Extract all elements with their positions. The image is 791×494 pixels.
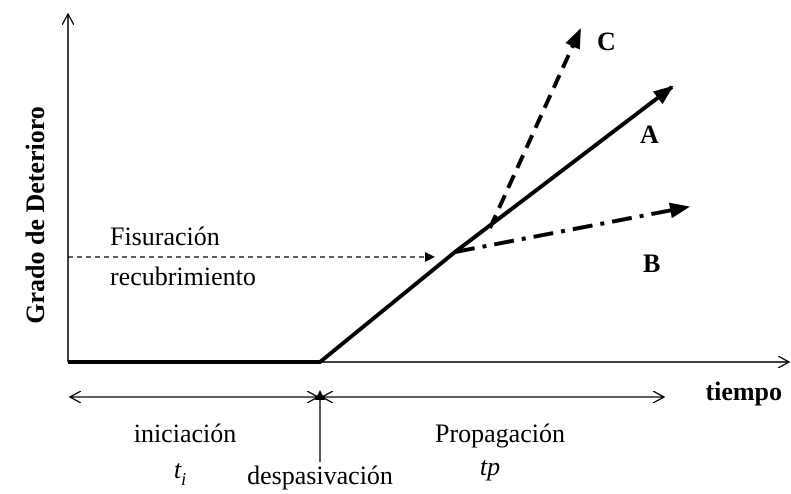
threshold-label: Fisuración (110, 222, 220, 251)
curve-label: A (640, 120, 659, 149)
phase-label: Propagación (435, 419, 565, 448)
curve-label: C (597, 27, 616, 56)
phase-label: iniciación (134, 419, 237, 448)
curve-c (488, 28, 582, 229)
transition-label: despasivación (247, 461, 393, 490)
curve-b (454, 202, 690, 254)
phase-symbol: ti (174, 455, 186, 489)
threshold-label: recubrimiento (110, 262, 256, 291)
y-axis-label: Grado de Deterioro (21, 106, 50, 324)
symbol: t (174, 455, 182, 484)
phase-symbol: tp (480, 452, 500, 481)
curve-a (68, 85, 674, 364)
x-axis-label: tiempo (705, 377, 782, 406)
curve-label: B (643, 249, 660, 278)
subscript: i (181, 469, 186, 489)
